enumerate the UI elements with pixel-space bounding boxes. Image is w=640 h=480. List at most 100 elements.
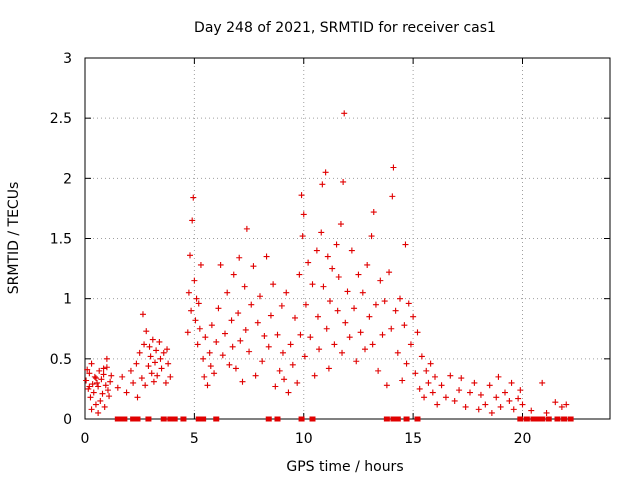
data-point [563,401,570,408]
data-point [283,289,290,296]
data-point [270,281,277,288]
data-point [292,314,298,321]
data-point [497,403,504,410]
y-tick-label: 3 [63,51,72,67]
data-point [89,381,96,388]
data-point [403,360,410,367]
data-point [236,254,243,261]
data-point [130,379,137,386]
data-point [368,233,375,240]
data-point [366,313,373,320]
data-point [197,261,204,268]
data-point [515,395,522,402]
data-point [92,401,99,408]
x-axis-label: GPS time / hours [286,459,403,475]
data-point [86,370,93,377]
data-point [133,360,140,367]
data-point [320,283,327,290]
data-point [456,387,463,394]
data-point [276,367,283,374]
data-point [397,295,403,302]
data-point [235,310,242,317]
data-point [189,217,196,224]
data-point [100,365,107,372]
data-point [451,397,458,404]
data-point [139,311,146,318]
data-point [401,322,408,329]
data-point [142,382,149,389]
data-point [502,389,508,396]
data-point [561,416,568,422]
data-point [434,401,441,408]
data-point [222,330,228,337]
data-point [136,349,143,356]
data-point [86,383,93,390]
data-point [517,387,524,394]
x-tick-label: 10 [295,431,313,447]
y-tick-label: 1.5 [50,232,72,248]
data-point [335,274,342,281]
data-point [462,403,469,410]
data-point [123,389,130,396]
data-point [145,363,152,370]
data-point [88,360,95,367]
data-point [510,406,517,413]
data-point [153,347,160,354]
data-point [348,247,355,254]
data-point [325,365,332,372]
data-point [331,341,338,348]
data-point [300,211,307,218]
data-point [165,360,172,367]
data-point [97,397,104,404]
data-point [200,416,207,422]
data-point [257,293,263,300]
data-point [346,334,353,341]
data-point [191,277,198,284]
data-point [423,367,430,374]
data-point [106,393,113,400]
data-point [103,355,110,362]
data-point [147,353,154,360]
data-point [193,295,200,302]
data-point [160,416,167,422]
data-point [362,346,368,353]
data-point [104,387,111,394]
data-point [230,271,237,278]
data-point [488,409,495,416]
data-point [154,372,161,379]
data-point [278,302,285,309]
data-point [87,394,94,401]
data-point [414,416,421,422]
data-point [152,359,158,366]
data-point [298,192,305,199]
data-point [495,373,502,380]
data-point [394,349,401,356]
data-point [196,325,203,332]
data-point [322,169,329,176]
data-point [184,329,191,336]
data-point [114,384,121,391]
data-point [458,375,465,382]
data-point [543,409,550,416]
data-point [208,322,215,329]
data-point [94,379,101,386]
data-point [530,416,537,422]
data-point [226,361,233,368]
data-point [475,406,482,413]
data-point [333,241,340,248]
data-point [84,366,91,373]
y-tick-label: 0 [63,412,72,428]
data-point [390,164,397,171]
data-point [416,385,423,392]
data-point [265,416,272,422]
data-point [313,247,320,254]
data-point [232,365,239,372]
data-points [83,110,574,422]
data-point [364,261,371,268]
data-point [279,349,286,356]
data-point [442,394,449,401]
data-point [539,379,546,386]
data-point [164,346,171,353]
data-point [425,379,432,386]
data-point [327,298,333,305]
